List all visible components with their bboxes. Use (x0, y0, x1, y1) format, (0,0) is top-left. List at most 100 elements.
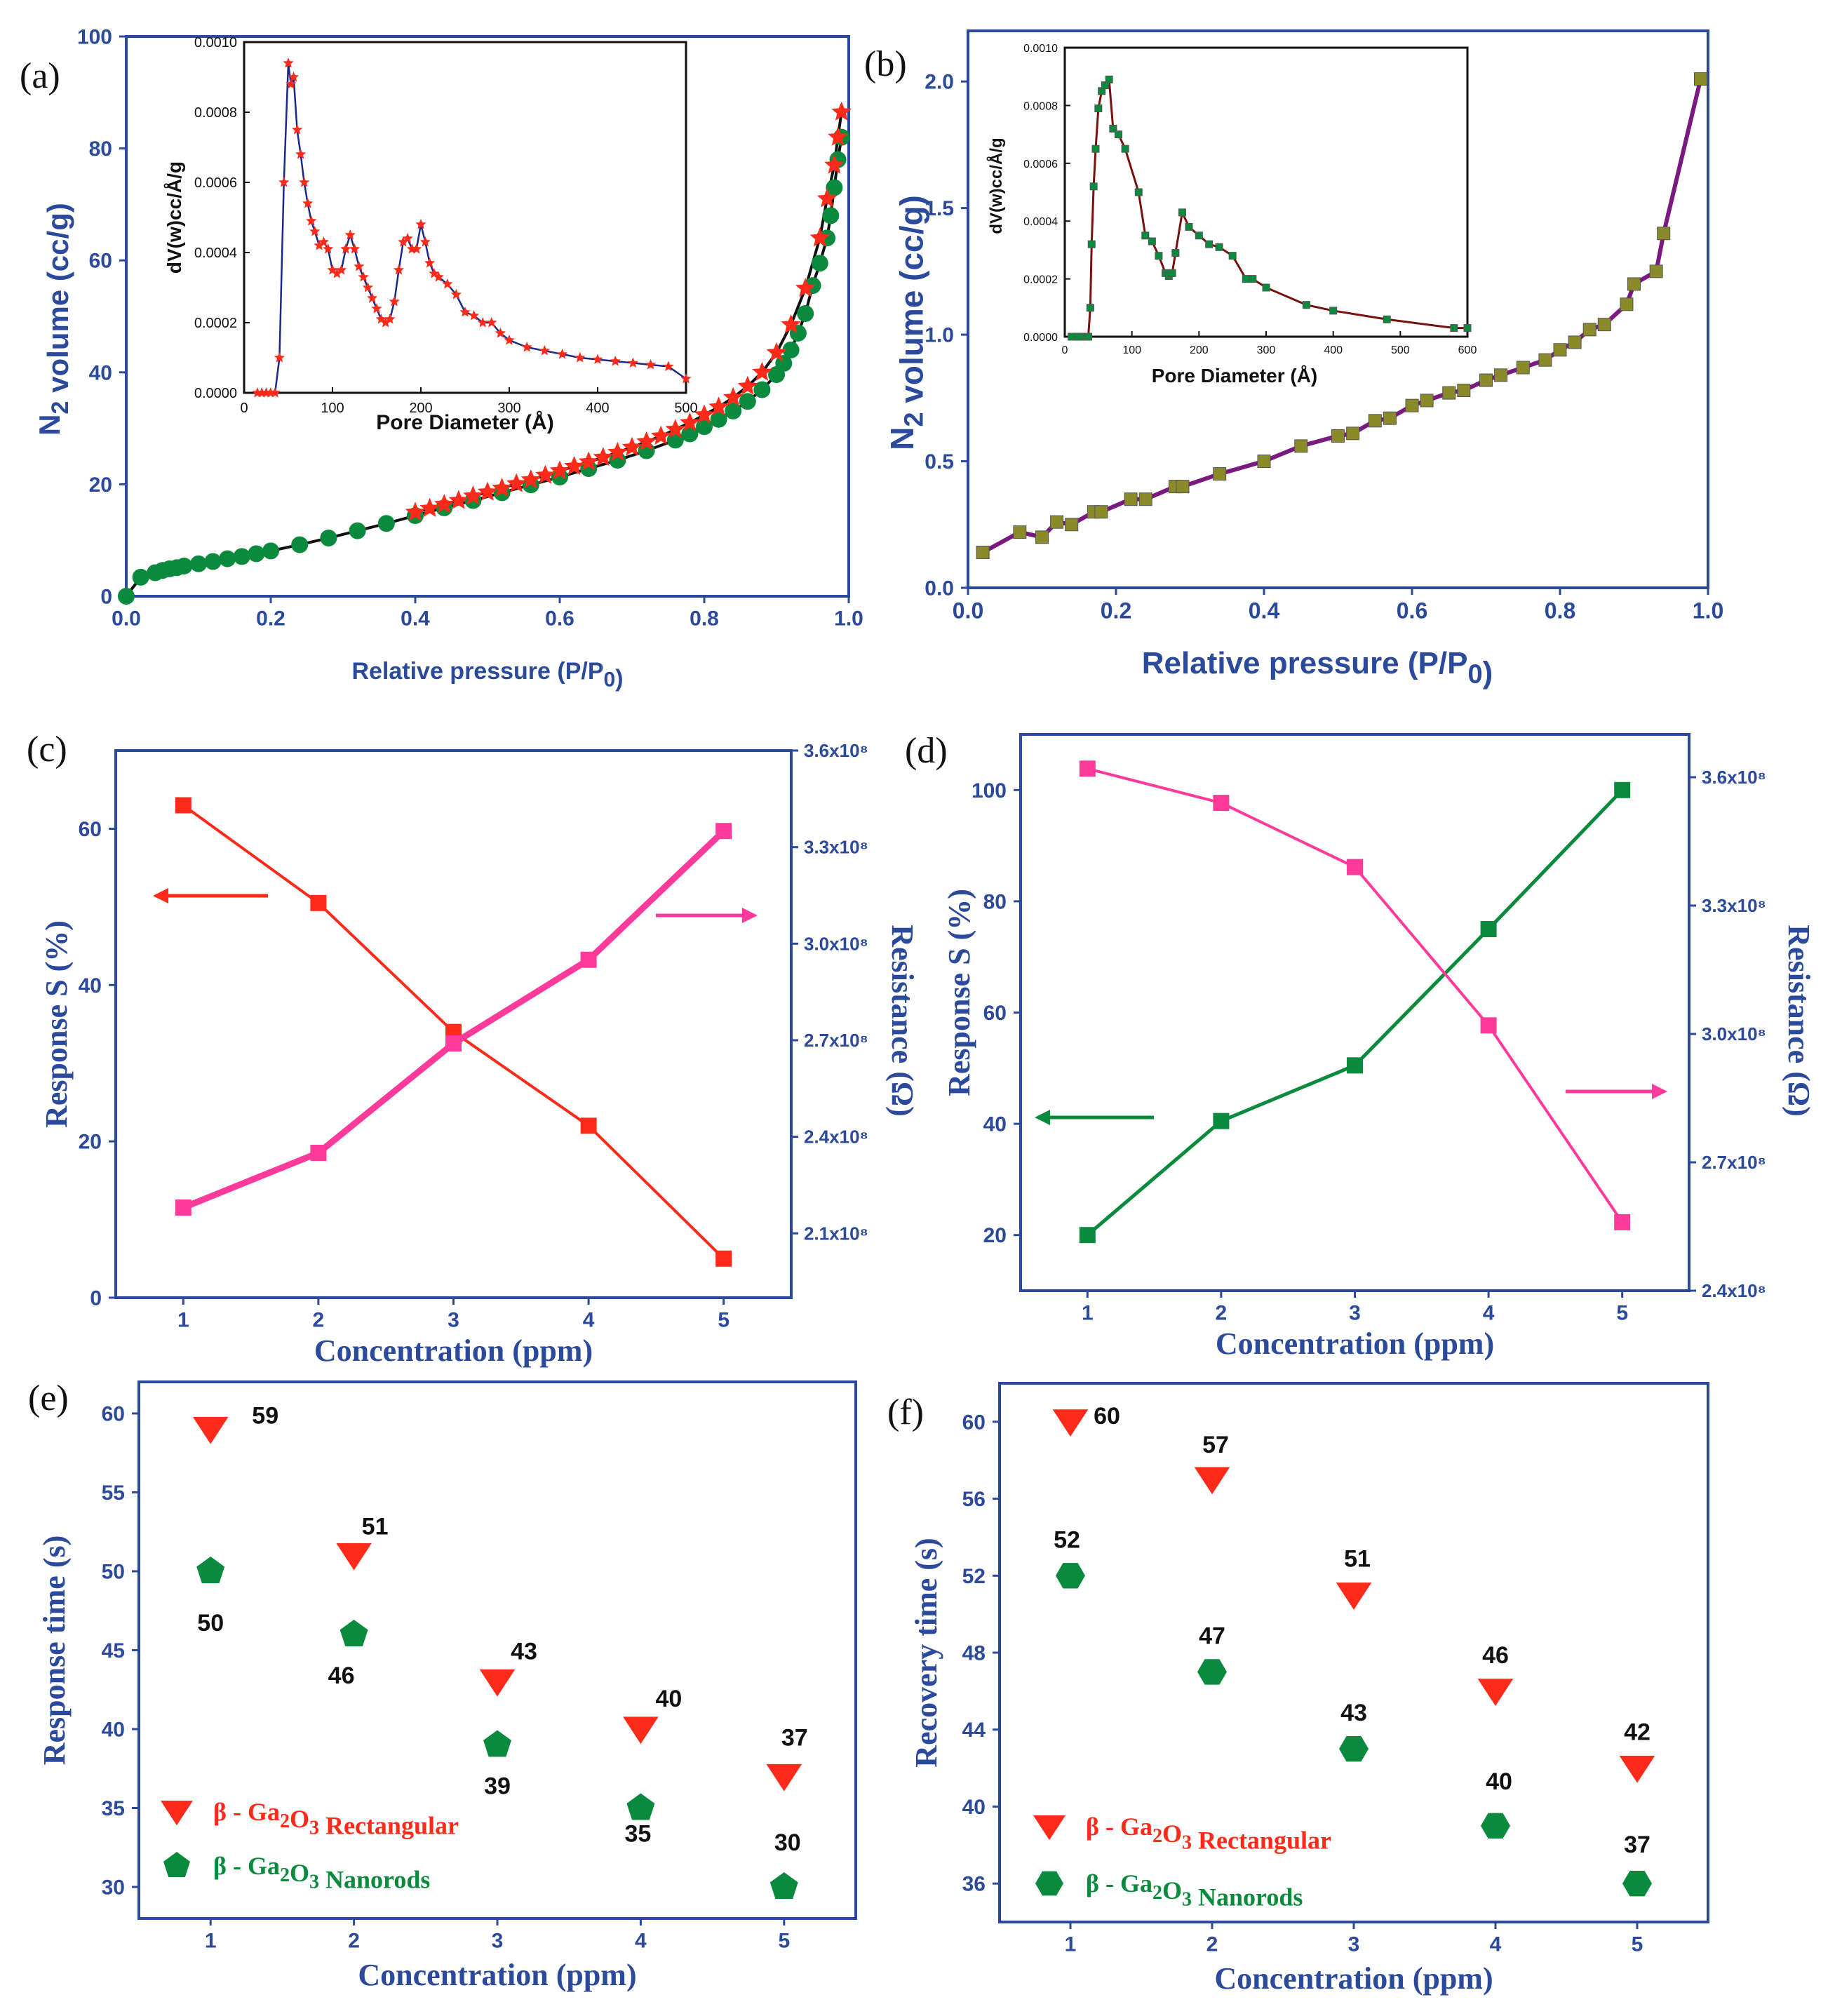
y-tick-label: 60 (102, 1403, 125, 1426)
inset-point (1463, 324, 1472, 332)
inset-point (1383, 315, 1391, 323)
desorption-point (665, 419, 686, 438)
legend-nanorods-marker (1035, 1871, 1063, 1896)
x-tick-label: 2 (1206, 1933, 1218, 1956)
resistance-point (175, 1199, 191, 1216)
data-label: 40 (655, 1686, 682, 1712)
isotherm-point (1420, 394, 1434, 408)
resistance-point (310, 1145, 327, 1162)
isotherm-point (1553, 343, 1567, 357)
y-tick-label: 100 (77, 26, 112, 49)
inset-point (1302, 301, 1310, 309)
x-tick-label: 4 (635, 1930, 647, 1953)
inset-point (384, 314, 396, 324)
isotherm-point (1568, 335, 1582, 349)
desorption-point (831, 101, 852, 121)
desorption-point (593, 447, 614, 466)
rectangular-point (192, 1416, 229, 1444)
subscript: 0 (604, 668, 616, 692)
nanorods-point (1197, 1659, 1227, 1685)
data-label: 52 (1054, 1526, 1080, 1553)
x-axis-label: Concentration (ppm) (1216, 1326, 1494, 1361)
text-run: Rectangular (319, 1812, 459, 1840)
legend-nanorods-label: β - Ga2O3 Nanorods (213, 1852, 430, 1894)
y-tick-label: 50 (102, 1561, 125, 1584)
inset-point (415, 219, 426, 229)
inset-point (1115, 130, 1123, 139)
text-run: Relative pressure (P/P (1142, 646, 1468, 680)
text-run: β - Ga (1086, 1869, 1152, 1897)
inset-y-tick-label: 0.0006 (1023, 159, 1058, 170)
x-tick-label: 5 (718, 1309, 730, 1332)
inset-point (411, 243, 422, 254)
rectangular-point (479, 1669, 516, 1697)
inset-point (331, 268, 342, 278)
y-tick-label: 48 (962, 1642, 986, 1665)
inset-point (306, 215, 317, 226)
adsorption-point (204, 553, 222, 570)
x-tick-label: 3 (448, 1309, 459, 1332)
isotherm-point (1627, 277, 1641, 291)
x-tick-label: 4 (1483, 1302, 1495, 1325)
subscript: 2 (1152, 1882, 1162, 1904)
x-tick-label: 1.0 (1693, 598, 1723, 624)
plot-frame (137, 1380, 857, 1920)
x-tick-label: 0.6 (545, 607, 574, 631)
resistance-point (445, 1035, 462, 1052)
inset-point (1155, 252, 1163, 260)
panel-c: 1 2 3 4 5 0 20 40 60 2.1x10⁸ 2.4x10⁸ 2.7x10⁸ 3.0x10⁸… (27, 730, 920, 1368)
x-tick-label: 0.0 (953, 598, 983, 624)
text-run: O (1162, 1876, 1182, 1904)
response-point (1480, 921, 1497, 938)
data-label: 43 (511, 1639, 537, 1665)
inset-y-tick-label: 0.0002 (194, 316, 237, 331)
rectangular-point (1619, 1755, 1655, 1783)
y-axis-label: N2 volume (cc/g) (33, 203, 74, 436)
y2-tick-label: 3.6x10⁸ (804, 740, 868, 761)
y-tick-label: 36 (962, 1873, 986, 1896)
desorption-point (607, 441, 628, 462)
inset-point (340, 243, 351, 254)
adsorption-point (248, 545, 265, 563)
adsorption-point (262, 542, 279, 560)
response-point (1213, 1113, 1230, 1129)
desorption-point (477, 481, 498, 501)
isotherm-point (1405, 398, 1419, 412)
inset-y-tick-label: 0.0008 (1023, 100, 1058, 112)
adsorption-point (822, 207, 840, 224)
inset-point (504, 335, 515, 345)
adsorption-point (233, 548, 250, 565)
panel-d: 1 2 3 4 5 20 40 60 80 100 2.4x10⁸ 2.7x10⁸ 3.0x10⁸ 3.3… (905, 731, 1816, 1361)
response-point (580, 1117, 597, 1134)
desorption-point (636, 431, 657, 450)
isotherm-point (1346, 426, 1360, 441)
inset-x-tick-label: 0 (240, 401, 248, 416)
x-tick-label: 0.8 (690, 607, 719, 631)
inset-point (299, 177, 310, 187)
rectangular-point (766, 1763, 802, 1792)
x-tick-label: 1 (1082, 1302, 1094, 1325)
adsorption-point (349, 522, 366, 539)
isotherm-point (1368, 414, 1382, 428)
inset-point (1148, 237, 1156, 246)
inset-point (1185, 222, 1193, 231)
x-tick-label: 4 (1490, 1933, 1502, 1956)
y-axis-label: Response S (%) (39, 920, 74, 1128)
inset-point (379, 317, 391, 328)
inset-point (295, 149, 307, 159)
y-tick-label: 52 (962, 1565, 986, 1588)
y-tick-label: 60 (962, 1411, 986, 1434)
isotherm-point (1649, 264, 1663, 278)
inset-point (610, 356, 621, 366)
inset-point (1101, 81, 1109, 90)
x-tick-label: 1.0 (834, 607, 863, 631)
panel-label: (a) (20, 56, 60, 96)
y-tick-label: 45 (102, 1639, 125, 1662)
isotherm-point (1331, 429, 1345, 443)
desorption-point (752, 361, 772, 381)
inset-point (1091, 145, 1100, 153)
inset-point (398, 236, 409, 247)
x-tick-label: 0.8 (1545, 598, 1575, 624)
y-tick-label: 1.0 (925, 324, 954, 347)
